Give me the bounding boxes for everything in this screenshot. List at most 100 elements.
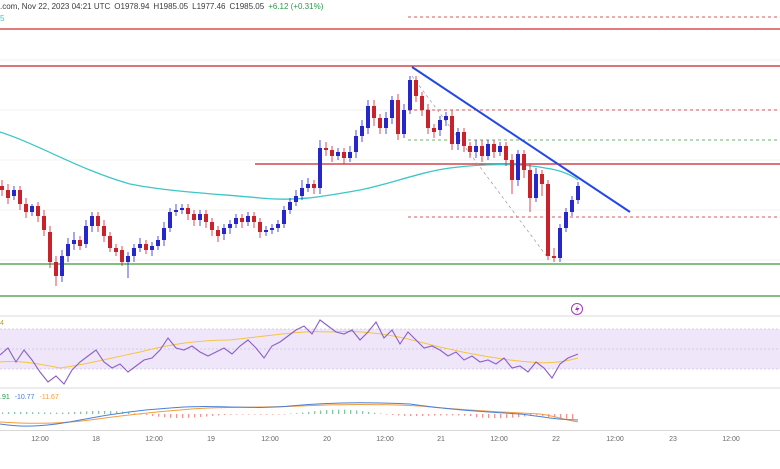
candle-body[interactable] [510,160,514,180]
candle-body[interactable] [108,236,112,248]
candle-body[interactable] [24,204,28,212]
candle-body[interactable] [480,146,484,156]
candle-body[interactable] [516,154,520,180]
candle-body[interactable] [276,224,280,228]
candle-body[interactable] [300,188,304,196]
candle-body[interactable] [66,244,70,256]
candle-body[interactable] [390,100,394,118]
candle-body[interactable] [252,216,256,222]
fib-diagonal[interactable] [411,75,549,259]
candle-body[interactable] [342,152,346,158]
candle-body[interactable] [30,206,34,212]
candle-body[interactable] [90,216,94,226]
candle-body[interactable] [420,96,424,110]
candle-body[interactable] [576,186,580,200]
candle-body[interactable] [360,126,364,136]
candle-body[interactable] [528,170,532,198]
candle-body[interactable] [270,228,274,230]
candle-body[interactable] [372,106,376,118]
candle-body[interactable] [324,148,328,150]
candle-body[interactable] [570,200,574,212]
candle-body[interactable] [192,214,196,220]
candle-body[interactable] [42,216,46,230]
candle-body[interactable] [546,184,550,256]
bearish-trend-line[interactable] [411,66,631,213]
candle-body[interactable] [366,106,370,128]
candle-body[interactable] [552,256,556,258]
candle-body[interactable] [168,212,172,228]
candle-body[interactable] [210,222,214,230]
macd-signal-line[interactable] [0,404,579,424]
candle-body[interactable] [438,120,442,130]
rsi-line[interactable] [0,319,579,385]
candle-body[interactable] [534,174,538,198]
candle-body[interactable] [564,212,568,228]
candle-body[interactable] [540,174,544,184]
candle-body[interactable] [396,100,400,134]
candle-body[interactable] [96,216,100,226]
candle-body[interactable] [60,256,64,276]
candle-body[interactable] [522,154,526,170]
candle-body[interactable] [186,208,190,214]
candle-body[interactable] [558,228,562,258]
candle-body[interactable] [378,118,382,128]
candle-body[interactable] [432,128,436,132]
candle-body[interactable] [384,118,388,128]
candle-body[interactable] [234,218,238,224]
candle-body[interactable] [180,208,184,210]
candle-body[interactable] [72,240,76,244]
candle-body[interactable] [84,226,88,244]
candle-body[interactable] [126,256,130,262]
candle-body[interactable] [114,248,118,252]
candle-body[interactable] [12,190,16,196]
candle-body[interactable] [414,80,418,96]
macd-histogram[interactable] [2,409,574,419]
candle-body[interactable] [474,146,478,152]
candle-body[interactable] [78,240,82,246]
candle-body[interactable] [222,228,226,234]
candle-body[interactable] [0,186,4,190]
time-axis[interactable]: 12:00 18 12:00 19 12:00 20 12:00 21 12:0… [0,430,780,469]
candle-body[interactable] [294,196,298,202]
candle-body[interactable] [330,150,334,156]
candle-body[interactable] [504,146,508,160]
lightning-icon[interactable] [571,303,583,315]
candles[interactable] [0,76,580,286]
candle-body[interactable] [318,148,322,188]
candle-body[interactable] [138,244,142,248]
candle-body[interactable] [402,110,406,134]
candle-body[interactable] [312,184,316,188]
candle-body[interactable] [120,250,124,262]
candle-body[interactable] [456,132,460,144]
candle-body[interactable] [102,226,106,236]
candle-body[interactable] [492,144,496,152]
candle-body[interactable] [54,262,58,276]
candle-body[interactable] [444,116,448,120]
candle-body[interactable] [336,152,340,156]
candle-body[interactable] [36,206,40,216]
candle-body[interactable] [228,224,232,228]
candle-body[interactable] [462,132,466,146]
candle-body[interactable] [198,214,202,220]
candle-body[interactable] [240,218,244,222]
candle-body[interactable] [258,222,262,232]
candle-body[interactable] [426,110,430,128]
candle-body[interactable] [216,230,220,236]
candle-body[interactable] [204,214,208,222]
candle-body[interactable] [6,190,10,198]
candle-body[interactable] [348,152,352,158]
candle-body[interactable] [408,80,412,110]
candle-body[interactable] [162,228,166,240]
candle-body[interactable] [174,210,178,212]
candle-body[interactable] [288,202,292,210]
moving-average-line[interactable] [0,131,579,200]
candle-body[interactable] [18,190,22,204]
candle-body[interactable] [486,144,490,156]
candle-body[interactable] [450,116,454,144]
candle-body[interactable] [150,246,154,250]
candle-body[interactable] [144,244,148,250]
candle-body[interactable] [48,232,52,262]
candle-body[interactable] [306,184,310,188]
